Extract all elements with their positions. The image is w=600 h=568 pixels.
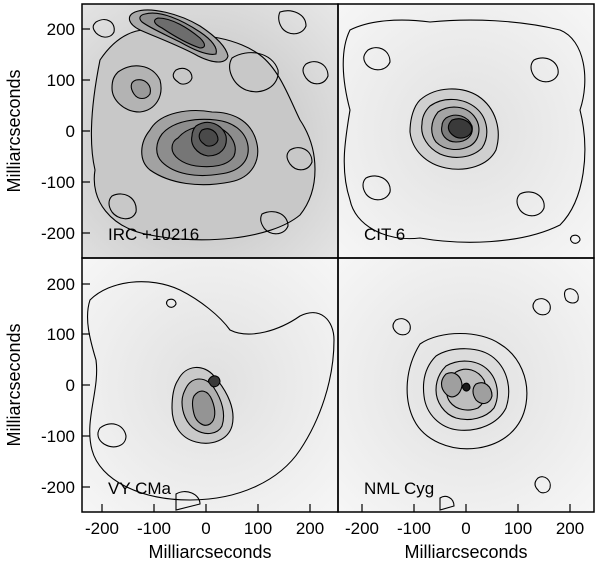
y-tick-label: 0 bbox=[66, 122, 75, 141]
x-tick-label: 100 bbox=[504, 519, 532, 538]
tick-marks bbox=[82, 28, 571, 512]
panel-cit bbox=[338, 4, 594, 258]
x-tick-label: -100 bbox=[137, 519, 171, 538]
panel-label-nml: NML Cyg bbox=[364, 479, 434, 498]
y-tick-label: 200 bbox=[47, 275, 75, 294]
y-tick-label: 100 bbox=[47, 71, 75, 90]
y-tick-label: 200 bbox=[47, 20, 75, 39]
panel-nml bbox=[338, 258, 594, 512]
x-tick-label: 0 bbox=[461, 519, 470, 538]
y-ticks-top: 200 100 0 -100 -200 bbox=[41, 20, 75, 243]
x-tick-label: 200 bbox=[556, 519, 584, 538]
x-tick-label: -100 bbox=[397, 519, 431, 538]
y-tick-label: -200 bbox=[41, 478, 75, 497]
x-ticks-left: -200 -100 0 100 200 bbox=[85, 519, 324, 538]
panel-label-vy: VY CMa bbox=[108, 479, 172, 498]
panel-irc bbox=[82, 4, 338, 258]
x-axis-label-left: Milliarcseconds bbox=[148, 542, 271, 562]
y-axis-label-top: Milliarcseconds bbox=[4, 69, 24, 192]
panel-vy bbox=[82, 258, 338, 512]
y-tick-label: -200 bbox=[41, 224, 75, 243]
x-tick-label: 200 bbox=[296, 519, 324, 538]
y-axis-label-bottom: Milliarcseconds bbox=[4, 323, 24, 446]
panel-label-irc: IRC +10216 bbox=[108, 225, 199, 244]
y-tick-label: 100 bbox=[47, 325, 75, 344]
x-tick-label: 0 bbox=[201, 519, 210, 538]
y-ticks-bottom: 200 100 0 -100 -200 bbox=[41, 275, 75, 497]
x-axis-label-right: Milliarcseconds bbox=[404, 542, 527, 562]
panel-label-cit: CIT 6 bbox=[364, 225, 405, 244]
x-tick-label: -200 bbox=[85, 519, 119, 538]
y-tick-label: -100 bbox=[41, 173, 75, 192]
x-ticks-right: -200 -100 0 100 200 bbox=[345, 519, 584, 538]
y-tick-label: 0 bbox=[66, 376, 75, 395]
y-tick-label: -100 bbox=[41, 427, 75, 446]
x-tick-label: -200 bbox=[345, 519, 379, 538]
x-tick-label: 100 bbox=[244, 519, 272, 538]
